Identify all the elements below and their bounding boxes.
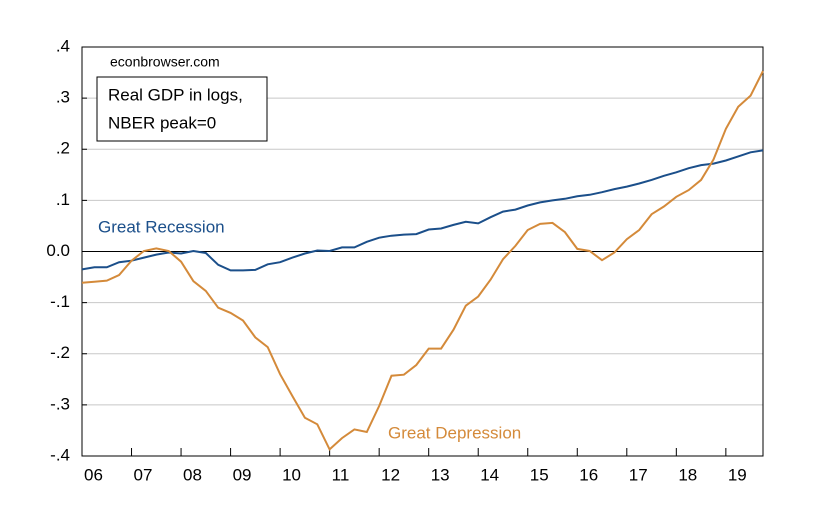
note-line: NBER peak=0 xyxy=(108,113,216,132)
x-tick-label: 06 xyxy=(84,465,103,484)
y-tick-label: 0.0 xyxy=(46,241,70,260)
note-box xyxy=(96,76,268,142)
x-tick-label: 07 xyxy=(134,465,153,484)
series-label: Great Depression xyxy=(388,423,521,442)
y-tick-label: -.1 xyxy=(50,292,70,311)
y-tick-label: -.2 xyxy=(50,343,70,362)
x-tick-label: 15 xyxy=(530,465,549,484)
source-note: econbrowser.com xyxy=(110,54,220,70)
x-tick-label: 16 xyxy=(579,465,598,484)
x-tick-label: 09 xyxy=(233,465,252,484)
x-tick-label: 12 xyxy=(381,465,400,484)
x-tick-label: 10 xyxy=(282,465,301,484)
note-line: Real GDP in logs, xyxy=(108,85,243,104)
x-tick-label: 19 xyxy=(728,465,747,484)
x-tick-label: 13 xyxy=(431,465,450,484)
y-tick-label: -.3 xyxy=(50,394,70,413)
y-tick-label: -.4 xyxy=(50,445,70,464)
y-tick-label: .2 xyxy=(56,139,70,158)
x-tick-label: 18 xyxy=(678,465,697,484)
x-tick-label: 11 xyxy=(332,465,350,484)
x-tick-label: 08 xyxy=(183,465,202,484)
x-tick-label: 14 xyxy=(480,465,499,484)
y-tick-label: .3 xyxy=(56,88,70,107)
series-label: Great Recession xyxy=(98,217,225,236)
series-line xyxy=(81,149,764,272)
y-tick-label: .4 xyxy=(56,36,70,55)
y-tick-label: .1 xyxy=(56,190,70,209)
x-tick-label: 17 xyxy=(629,465,648,484)
series-line xyxy=(81,70,764,452)
